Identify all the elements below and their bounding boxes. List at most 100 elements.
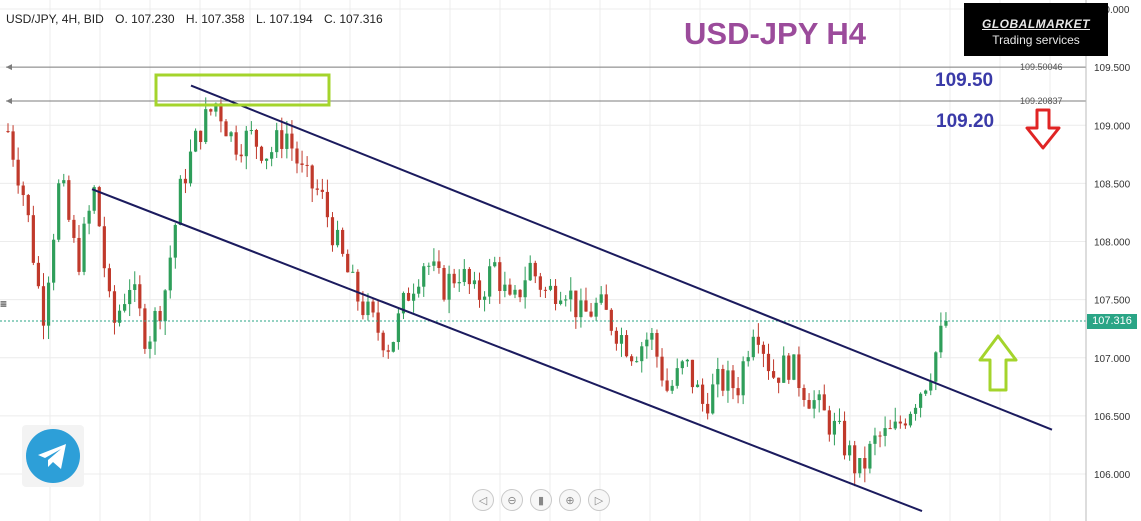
candle-body	[305, 164, 309, 166]
candle-body	[462, 268, 466, 283]
candle-body	[224, 121, 228, 137]
candle-body	[330, 217, 335, 246]
candle-body	[579, 300, 583, 318]
candle-body	[183, 178, 188, 184]
candle-body	[97, 187, 101, 227]
candle-body	[908, 413, 913, 426]
candle-body	[128, 289, 132, 305]
candle-body	[559, 300, 563, 304]
candle-body	[609, 309, 613, 331]
candle-body	[21, 185, 25, 196]
candle-body	[903, 423, 907, 426]
candle-body	[412, 293, 416, 301]
reset-icon[interactable]: ▮	[530, 489, 552, 511]
candle-body	[721, 368, 725, 391]
candle-body	[518, 289, 522, 298]
candle-body	[594, 302, 598, 317]
candle-body	[751, 336, 755, 358]
candle-body	[584, 300, 588, 312]
arrow-left-icon[interactable]: ◁	[472, 489, 494, 511]
candle-body	[690, 359, 695, 388]
candle-body	[548, 285, 553, 290]
zoom-out-icon[interactable]: ⊖	[501, 489, 523, 511]
candle-body	[148, 341, 152, 349]
logo-line1: GLOBALMARKET	[982, 17, 1090, 31]
candle-body	[447, 273, 451, 300]
candle-body	[432, 261, 436, 266]
candle-body	[635, 361, 639, 363]
drag-handle-icon[interactable]: ≡	[0, 297, 8, 311]
candle-body	[442, 267, 446, 300]
price-axis: 110.000 109.500 109.000 108.500 108.000 107.5…	[1085, 0, 1141, 521]
candle-body	[782, 355, 786, 383]
candle-body	[264, 158, 269, 161]
candle-body	[371, 301, 375, 313]
candle-body	[138, 284, 142, 309]
candle-body	[67, 180, 71, 220]
axis-area	[1087, 0, 1141, 521]
candle-body	[173, 224, 177, 258]
candle-body	[878, 435, 882, 437]
candle-body	[204, 109, 208, 143]
candle-body	[589, 311, 593, 317]
y-tick-label: 109.500	[1094, 63, 1131, 74]
candle-body	[72, 219, 76, 238]
candle-body	[351, 271, 355, 273]
candle-body	[275, 130, 279, 153]
candle-body	[427, 265, 431, 267]
candle-body	[761, 344, 766, 354]
candle-body	[482, 296, 487, 300]
candle-body	[528, 262, 532, 281]
candle-body	[102, 226, 106, 269]
level-upper-label: 109.50	[935, 70, 994, 91]
y-tick-label: 107.500	[1094, 296, 1131, 307]
candle-body	[893, 421, 897, 429]
up-arrow-icon	[978, 334, 1018, 392]
zoom-in-icon[interactable]: ⊕	[559, 489, 581, 511]
candle-body	[766, 353, 771, 372]
high-value: H. 107.358	[185, 12, 245, 26]
low-value: L. 107.194	[255, 12, 313, 26]
candle-body	[168, 257, 172, 291]
candle-body	[706, 403, 710, 414]
y-tick-label: 110.000	[1094, 5, 1130, 16]
candle-body	[280, 130, 284, 149]
candle-body	[26, 195, 30, 216]
candle-body	[726, 370, 730, 391]
candle-body	[543, 289, 548, 291]
highlight-box	[154, 73, 331, 107]
symbol-label: USD/JPY, 4H, BID	[6, 12, 104, 26]
candle-body	[934, 352, 938, 382]
candle-body	[325, 191, 330, 218]
candle-body	[898, 421, 902, 424]
candle-body	[219, 103, 223, 122]
candle-body	[523, 280, 527, 298]
candle-body	[381, 332, 385, 351]
ohlc-header: USD/JPY, 4H, BID O. 107.230 H. 107.358 L…	[6, 12, 391, 26]
candle-body	[564, 299, 568, 301]
candle-body	[797, 354, 801, 389]
candle-body	[472, 280, 477, 285]
candle-body	[538, 276, 542, 290]
candle-body	[711, 384, 715, 414]
candle-body	[883, 428, 887, 436]
logo-line2: Trading services	[992, 33, 1080, 47]
candle-body	[209, 109, 213, 112]
candle-body	[630, 356, 634, 362]
candle-body	[655, 332, 659, 357]
candle-body	[158, 310, 162, 322]
arrow-right-icon[interactable]: ▷	[588, 489, 610, 511]
candle-body	[812, 400, 816, 409]
current-price-tag: 107.316	[1087, 314, 1137, 329]
telegram-button[interactable]	[22, 425, 84, 487]
candle-body	[234, 132, 238, 155]
candle-body	[837, 420, 842, 422]
open-value: O. 107.230	[115, 12, 175, 26]
chart-title: USD-JPY H4	[684, 16, 867, 51]
candle-body	[107, 268, 111, 292]
candle-body	[787, 355, 791, 380]
candle-body	[193, 130, 198, 152]
level-line-arrow-icon	[6, 64, 12, 71]
level-line-label: 109.20837	[1020, 96, 1063, 106]
